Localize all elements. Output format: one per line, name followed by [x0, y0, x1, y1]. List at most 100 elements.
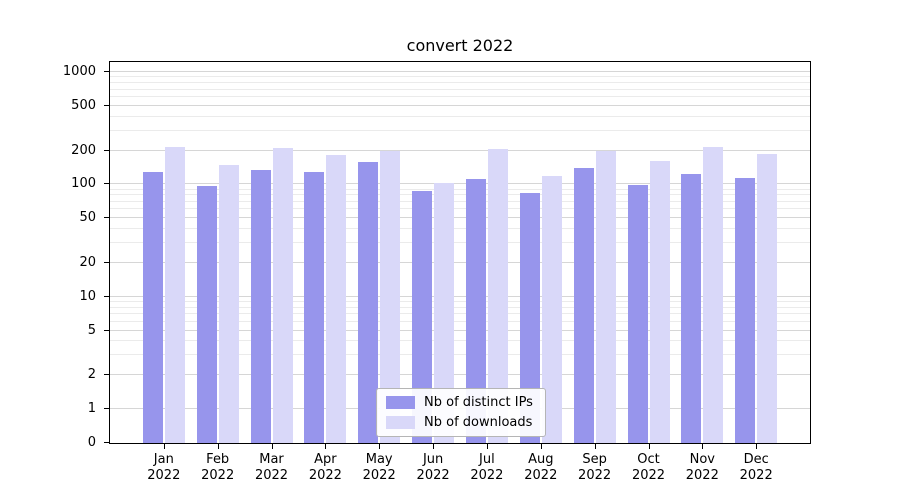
bar-distinct-ips-apr: [304, 171, 325, 443]
x-tick-label: Jun 2022: [416, 452, 450, 483]
x-tick: [433, 444, 435, 449]
y-tick-label: 1: [87, 401, 96, 416]
legend-item-downloads: Nb of downloads: [386, 415, 533, 430]
minor-gridline: [110, 200, 810, 202]
y-tick: [104, 149, 110, 151]
bar-distinct-ips-may: [358, 161, 379, 443]
legend-swatch-downloads: [386, 416, 415, 429]
x-tick: [702, 444, 704, 449]
bar-downloads-aug: [541, 175, 562, 443]
bar-downloads-sep: [595, 150, 616, 443]
bar-downloads-mar: [272, 148, 293, 443]
x-axis: Jan 2022 Feb 2022 Mar 2022 Apr 2022 May 2022 Jun 20…: [110, 443, 810, 495]
y-tick-label: 1000: [62, 64, 96, 80]
bar-distinct-ips-feb: [196, 186, 217, 443]
x-tick-label: Feb 2022: [201, 452, 235, 483]
minor-gridline: [110, 129, 810, 131]
y-tick-label: 50: [79, 210, 96, 226]
y-tick-label: 200: [71, 142, 96, 158]
x-tick: [486, 444, 488, 449]
bar-distinct-ips-jan: [142, 171, 163, 443]
major-gridline: [110, 374, 810, 376]
y-tick: [104, 329, 110, 331]
y-axis: 0 1 2 5 10 20 50 100 200 500 1000: [0, 62, 110, 450]
x-tick: [379, 444, 381, 449]
x-tick-label: Mar 2022: [254, 452, 289, 483]
minor-gridline: [110, 313, 810, 315]
minor-gridline: [110, 208, 810, 210]
major-gridline: [110, 329, 810, 331]
bar-downloads-jun: [434, 183, 455, 443]
bar-downloads-jan: [164, 147, 185, 443]
y-tick: [104, 217, 110, 219]
bar-downloads-may: [380, 150, 401, 443]
minor-gridline: [110, 82, 810, 83]
x-tick-label: Nov 2022: [685, 452, 719, 483]
x-tick-label: Dec 2022: [739, 452, 773, 483]
major-gridline: [110, 217, 810, 219]
y-tick: [104, 183, 110, 185]
bar-distinct-ips-jun: [412, 190, 433, 443]
y-tick: [104, 442, 110, 443]
y-tick: [104, 104, 110, 106]
x-tick: [217, 444, 219, 449]
y-tick: [104, 71, 110, 73]
chart-title: convert 2022: [406, 36, 514, 55]
x-tick-label: May 2022: [362, 452, 396, 483]
minor-gridline: [110, 300, 810, 302]
x-tick-label: Jul 2022: [470, 452, 504, 483]
y-tick-label: 5: [87, 322, 96, 338]
minor-gridline: [110, 340, 810, 342]
x-tick: [271, 444, 273, 449]
x-tick: [648, 444, 650, 449]
bar-distinct-ips-oct: [627, 184, 648, 443]
legend-label-downloads: Nb of downloads: [424, 415, 533, 430]
minor-gridline: [110, 88, 810, 90]
minor-gridline: [110, 188, 810, 190]
x-tick: [540, 444, 542, 449]
bar-distinct-ips-nov: [681, 173, 702, 443]
major-gridline: [110, 149, 810, 151]
x-tick: [163, 444, 165, 449]
y-tick: [104, 295, 110, 297]
x-tick-label: Jan 2022: [147, 452, 181, 483]
minor-gridline: [110, 228, 810, 230]
y-tick-label: 20: [79, 254, 96, 270]
x-tick-label: Oct 2022: [631, 452, 666, 483]
minor-gridline: [110, 194, 810, 196]
minor-gridline: [110, 96, 810, 97]
bar-downloads-dec: [757, 154, 778, 443]
bar-distinct-ips-aug: [519, 192, 540, 443]
x-tick: [756, 444, 758, 449]
y-tick-label: 500: [71, 97, 96, 113]
legend: Nb of distinct IPs Nb of downloads: [376, 388, 546, 437]
x-tick-label: Apr 2022: [308, 452, 342, 483]
y-tick-label: 0: [87, 435, 96, 450]
minor-gridline: [110, 306, 810, 308]
y-tick: [104, 374, 110, 376]
x-tick: [594, 444, 596, 449]
bar-downloads-feb: [218, 164, 239, 443]
major-gridline: [110, 71, 810, 73]
bar-downloads-oct: [649, 160, 670, 443]
y-tick: [104, 408, 110, 409]
x-tick-label: Sep 2022: [578, 452, 612, 483]
major-gridline: [110, 295, 810, 297]
y-tick-label: 2: [87, 367, 96, 383]
y-tick: [104, 261, 110, 263]
major-gridline: [110, 261, 810, 263]
y-tick-label: 100: [71, 176, 96, 192]
minor-gridline: [110, 76, 810, 78]
bar-distinct-ips-jul: [465, 178, 486, 443]
bar-distinct-ips-mar: [250, 169, 271, 443]
legend-swatch-distinct-ips: [386, 396, 415, 409]
bar-downloads-jul: [487, 149, 508, 443]
bar-distinct-ips-dec: [735, 177, 756, 443]
plot-area: Nb of distinct IPs Nb of downloads: [110, 62, 810, 443]
minor-gridline: [110, 115, 810, 117]
x-tick-label: Aug 2022: [524, 452, 558, 483]
minor-gridline: [110, 242, 810, 244]
minor-gridline: [110, 320, 810, 322]
legend-label-distinct-ips: Nb of distinct IPs: [424, 395, 533, 410]
